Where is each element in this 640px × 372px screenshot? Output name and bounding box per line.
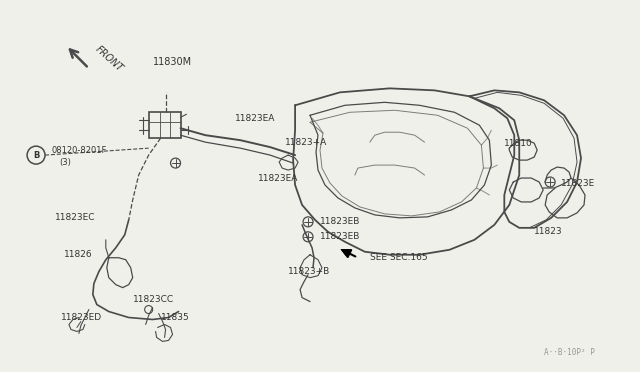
Text: 11823EB: 11823EB: [320, 232, 360, 241]
Text: B: B: [33, 151, 39, 160]
Text: 11823EA: 11823EA: [236, 114, 276, 123]
FancyArrowPatch shape: [340, 249, 355, 256]
Text: 08120-8201F: 08120-8201F: [51, 145, 106, 155]
Text: 11823+B: 11823+B: [288, 267, 330, 276]
Text: A··B·10P² P: A··B·10P² P: [544, 348, 595, 357]
Text: 11835: 11835: [161, 313, 189, 322]
Text: 11830M: 11830M: [152, 57, 192, 67]
Text: 11823EA: 11823EA: [258, 173, 299, 183]
Text: 11823: 11823: [534, 227, 563, 236]
Text: 11823EB: 11823EB: [320, 217, 360, 227]
Text: 11810: 11810: [504, 139, 533, 148]
Text: 11823CC: 11823CC: [132, 295, 174, 304]
Text: (3): (3): [59, 158, 71, 167]
Text: FRONT: FRONT: [94, 44, 125, 73]
Text: 11823+A: 11823+A: [285, 138, 328, 147]
Text: 11823ED: 11823ED: [61, 313, 102, 322]
Bar: [148, 112, 180, 138]
Text: 11823EC: 11823EC: [55, 214, 96, 222]
Text: 11826: 11826: [64, 250, 93, 259]
Text: 11823E: 11823E: [561, 179, 595, 187]
Text: SEE SEC.165: SEE SEC.165: [370, 253, 428, 262]
